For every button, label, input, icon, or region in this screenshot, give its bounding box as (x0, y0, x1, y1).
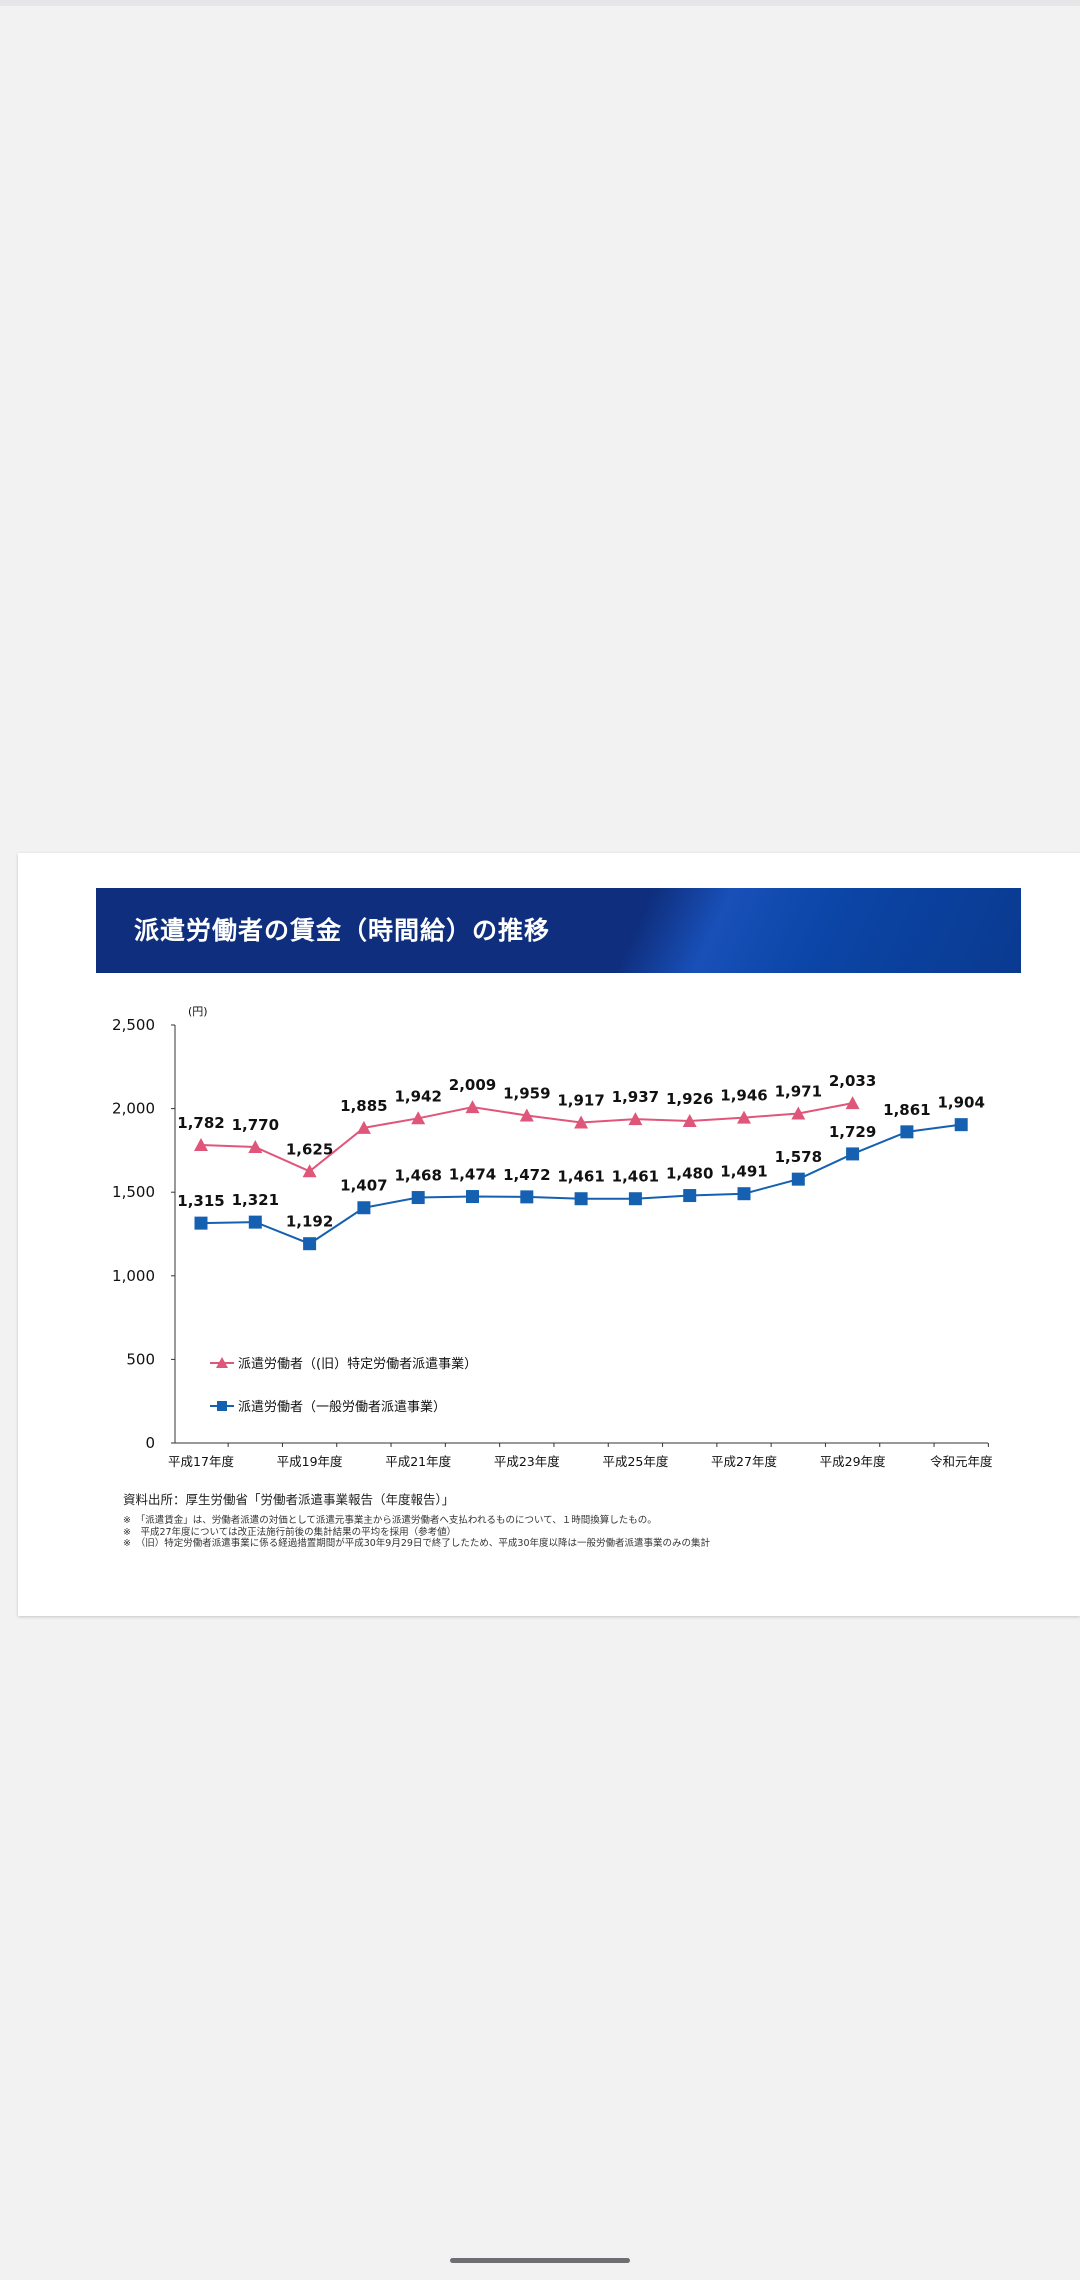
data-label: 1,468 (394, 1167, 441, 1185)
data-label: 1,971 (775, 1082, 822, 1100)
data-label: 1,472 (503, 1166, 550, 1184)
square-point (954, 1118, 968, 1132)
triangle-point (248, 1140, 263, 1154)
data-label: 1,315 (177, 1192, 224, 1210)
notes-block: 資料出所：厚生労働省「労働者派遣事業報告（年度報告）」 ※ 「派遣賃金」は、労働… (123, 1489, 1023, 1550)
triangle-point (574, 1115, 589, 1129)
data-label: 1,770 (232, 1116, 279, 1134)
data-label: 1,480 (666, 1165, 713, 1183)
note-3: ※ （旧）特定労働者派遣事業に係る経過措置期間が平成30年9月29日で終了したた… (123, 1538, 711, 1549)
y-tick-label: 1,500 (112, 1183, 155, 1201)
data-label: 1,461 (557, 1168, 604, 1186)
y-tick-label: 0 (145, 1434, 155, 1452)
x-tick-label: 平成19年度 (277, 1454, 343, 1469)
square-point (466, 1190, 479, 1204)
triangle-point (194, 1138, 208, 1152)
line-chart: 0 500 1,000 1,500 2,000 2,500 (円) 平成17年度 平成19年度 平… (112, 1005, 993, 1469)
data-label: 1,782 (177, 1114, 224, 1132)
square-point (520, 1190, 534, 1204)
title-banner: 派遣労働者の賃金（時間給）の推移 (96, 888, 1021, 973)
data-label: 1,321 (232, 1191, 279, 1209)
x-tick-label: 令和元年度 (930, 1454, 993, 1469)
triangle-point (628, 1112, 643, 1126)
square-point (683, 1189, 697, 1203)
data-label: 1,885 (340, 1097, 387, 1115)
data-label: 2,033 (829, 1072, 876, 1090)
legend-label-2: 派遣労働者（一般労働者派遣事業） (238, 1399, 446, 1415)
data-label: 1,861 (883, 1101, 930, 1119)
square-point (248, 1215, 262, 1229)
x-tick-label: 平成25年度 (602, 1454, 668, 1469)
triangle-point (737, 1110, 751, 1124)
x-tick-label: 平成21年度 (385, 1454, 451, 1469)
x-tick-label: 平成23年度 (494, 1454, 560, 1469)
data-label: 1,937 (612, 1088, 659, 1106)
data-label: 1,904 (937, 1094, 984, 1112)
data-label: 1,729 (829, 1123, 876, 1141)
y-tick-label: 500 (126, 1350, 155, 1368)
data-label: 1,474 (449, 1166, 496, 1184)
square-point (737, 1187, 751, 1201)
data-label: 1,946 (720, 1087, 767, 1105)
square-point (628, 1192, 642, 1206)
data-label: 1,926 (666, 1090, 713, 1108)
y-tick-label: 2,500 (112, 1016, 155, 1034)
triangle-point (356, 1120, 371, 1134)
square-point (574, 1192, 588, 1206)
triangle-point (411, 1111, 426, 1125)
y-tick-label: 2,000 (112, 1100, 155, 1118)
data-label: 1,461 (612, 1168, 659, 1186)
data-label: 1,942 (394, 1087, 441, 1105)
data-label: 1,959 (503, 1084, 550, 1102)
triangle-point (465, 1100, 480, 1114)
square-point (900, 1125, 914, 1139)
x-tick-label: 平成17年度 (168, 1454, 234, 1469)
slide-title: 派遣労働者の賃金（時間給）の推移 (134, 916, 551, 945)
triangle-point (302, 1164, 317, 1178)
triangle-point (519, 1108, 534, 1122)
home-indicator[interactable] (450, 2258, 630, 2263)
source-text: 資料出所：厚生労働省「労働者派遣事業報告（年度報告）」 (123, 1492, 455, 1507)
data-label: 1,578 (775, 1148, 822, 1166)
triangle-point (845, 1096, 860, 1110)
x-tick-label: 平成29年度 (820, 1454, 886, 1469)
legend-square-icon (217, 1401, 227, 1411)
note-1: ※ 「派遣賃金」は、労働者派遣の対価として派遣元事業主から派遣労働者へ支払われる… (123, 1515, 657, 1526)
square-point (791, 1172, 805, 1186)
data-label: 1,491 (720, 1163, 767, 1181)
data-label: 1,192 (286, 1213, 333, 1231)
legend-triangle-icon (216, 1357, 228, 1368)
status-bar (0, 0, 1080, 6)
square-point (357, 1201, 371, 1215)
square-point (411, 1191, 425, 1205)
x-tick-label: 平成27年度 (711, 1454, 777, 1469)
note-2: ※ 平成27年度については改正法施行前後の集計結果の平均を採用（参考値） (123, 1526, 457, 1538)
legend-label-1: 派遣労働者（(旧）特定労働者派遣事業） (238, 1356, 477, 1372)
data-label: 1,625 (286, 1140, 333, 1158)
triangle-point (682, 1113, 697, 1127)
data-label: 1,407 (340, 1177, 387, 1195)
square-point (303, 1237, 317, 1251)
slide-card: 派遣労働者の賃金（時間給）の推移 0 500 1,000 1,500 2,000 2,50… (18, 853, 1080, 1616)
data-label: 1,917 (557, 1091, 604, 1109)
y-unit-label: (円) (188, 1005, 208, 1018)
triangle-point (791, 1106, 806, 1120)
square-point (194, 1216, 208, 1230)
data-label: 2,009 (449, 1076, 496, 1094)
y-tick-label: 1,000 (112, 1267, 155, 1285)
square-point (846, 1147, 860, 1161)
